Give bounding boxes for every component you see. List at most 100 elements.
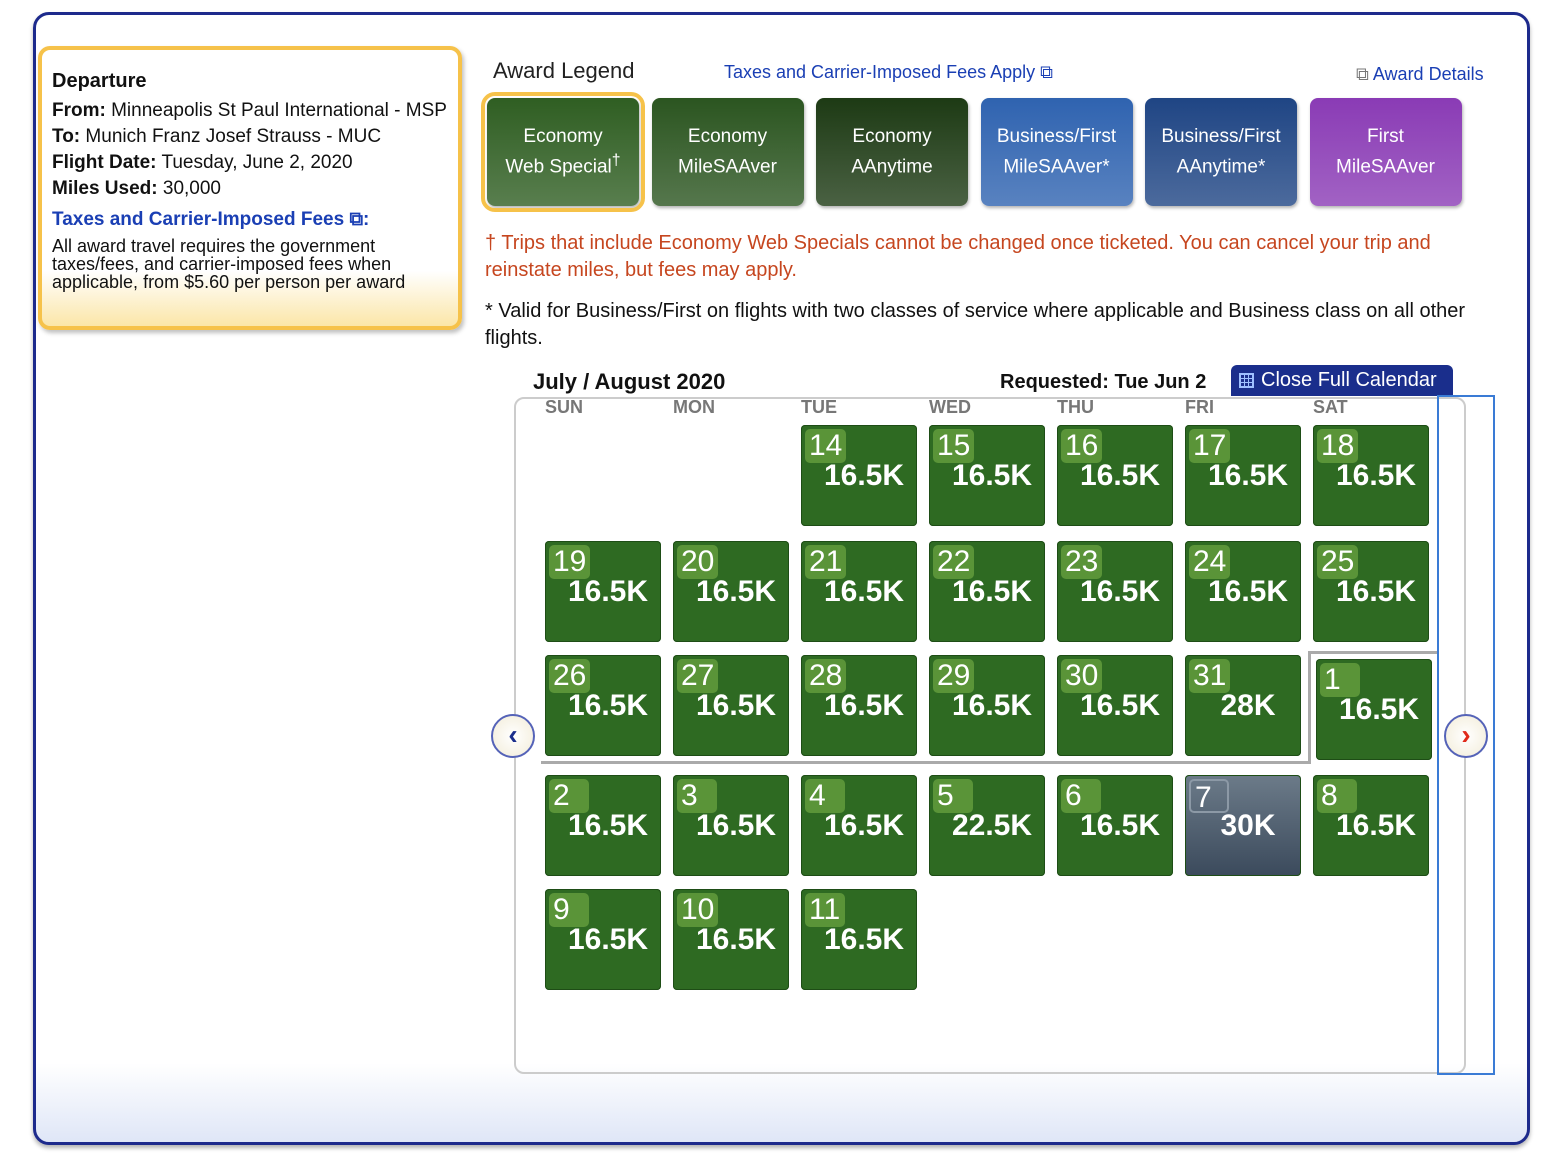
day-number: 5 bbox=[933, 779, 973, 813]
calendar-day-cell[interactable]: 15 16.5K bbox=[929, 425, 1045, 526]
chevron-left-icon[interactable]: ‹ bbox=[491, 714, 535, 758]
miles-price: 16.5K bbox=[951, 689, 1033, 722]
calendar-day-cell[interactable]: 29 16.5K bbox=[929, 655, 1045, 756]
chevron-right-icon[interactable]: › bbox=[1444, 714, 1488, 758]
calendar-day-cell[interactable]: 31 28K bbox=[1185, 655, 1301, 756]
miles-price: 16.5K bbox=[823, 575, 905, 608]
calendar-day-cell[interactable]: 16 16.5K bbox=[1057, 425, 1173, 526]
week-bracket bbox=[1308, 651, 1438, 764]
calendar-day-cell[interactable]: 20 16.5K bbox=[673, 541, 789, 642]
day-number: 23 bbox=[1061, 545, 1103, 579]
legend-line1: Economy bbox=[687, 125, 768, 147]
day-of-week: SUN bbox=[545, 397, 584, 417]
calendar-day-cell[interactable]: 22 16.5K bbox=[929, 541, 1045, 642]
day-of-week: TUE bbox=[801, 397, 837, 417]
miles-price: 16.5K bbox=[1079, 575, 1161, 608]
day-of-week: MON bbox=[673, 397, 715, 417]
day-number: 18 bbox=[1317, 429, 1359, 463]
legend-line2: AAnytime* bbox=[1176, 156, 1266, 178]
calendar-day-cell[interactable]: 17 16.5K bbox=[1185, 425, 1301, 526]
miles-price: 16.5K bbox=[823, 689, 905, 722]
miles-price: 16.5K bbox=[823, 923, 905, 956]
from-label: From: bbox=[52, 100, 106, 121]
legend-line1: Economy bbox=[852, 125, 932, 147]
calendar-day-cell[interactable]: 4 16.5K bbox=[801, 775, 917, 876]
taxes-fees-link[interactable]: Taxes and Carrier-Imposed Fees Apply ⧉ bbox=[724, 62, 1054, 82]
day-number: 25 bbox=[1317, 545, 1359, 579]
miles-price: 16.5K bbox=[823, 459, 905, 492]
award-details-link[interactable]: ⧉ Award Details bbox=[1356, 64, 1484, 84]
calendar-day-cell[interactable]: 18 16.5K bbox=[1313, 425, 1429, 526]
day-number: 20 bbox=[677, 545, 719, 579]
calendar-day-cell[interactable]: 1 16.5K bbox=[1316, 659, 1432, 760]
day-number: 31 bbox=[1189, 659, 1231, 693]
miles-price: 16.5K bbox=[1335, 459, 1417, 492]
day-number: 15 bbox=[933, 429, 975, 463]
miles-price: 28K bbox=[1220, 689, 1276, 722]
day-of-week: THU bbox=[1057, 397, 1094, 417]
day-number: 19 bbox=[549, 545, 591, 579]
day-number: 27 bbox=[677, 659, 719, 693]
legend-item[interactable]: First MileSAAver bbox=[1309, 98, 1462, 206]
day-number: 10 bbox=[677, 893, 719, 927]
web-special-note: † Trips that include Economy Web Special… bbox=[485, 232, 1431, 281]
miles-price: 30K bbox=[1220, 809, 1276, 842]
calendar-day-cell[interactable]: 8 16.5K bbox=[1313, 775, 1429, 876]
legend-item[interactable]: Economy MileSAAver bbox=[651, 98, 804, 206]
calendar-day-cell[interactable]: 19 16.5K bbox=[545, 541, 661, 642]
miles-price: 16.5K bbox=[1079, 809, 1161, 842]
day-number: 8 bbox=[1317, 779, 1357, 813]
calendar-day-cell[interactable]: 25 16.5K bbox=[1313, 541, 1429, 642]
legend-item[interactable]: Economy Web Special† bbox=[481, 92, 645, 212]
requested-date: Requested: Tue Jun 2 bbox=[1000, 371, 1207, 393]
calendar-day-cell[interactable]: 30 16.5K bbox=[1057, 655, 1173, 756]
miles-label: Miles Used: bbox=[52, 178, 158, 199]
legend-item[interactable]: Economy AAnytime bbox=[816, 98, 968, 206]
date-label: Flight Date: bbox=[52, 152, 157, 173]
calendar-day-cell[interactable]: 26 16.5K bbox=[545, 655, 661, 756]
miles-price: 16.5K bbox=[695, 689, 777, 722]
legend-item[interactable]: Business/First AAnytime* bbox=[1145, 98, 1297, 206]
calendar-day-cell[interactable]: 24 16.5K bbox=[1185, 541, 1301, 642]
day-number: 9 bbox=[549, 893, 589, 927]
miles-value: 30,000 bbox=[162, 178, 221, 199]
calendar-title: July / August 2020 bbox=[533, 369, 726, 394]
day-number: 14 bbox=[805, 429, 847, 463]
close-full-calendar-button[interactable]: Close Full Calendar bbox=[1231, 365, 1453, 396]
to-value: Munich Franz Josef Strauss - MUC bbox=[85, 126, 382, 147]
day-number: 26 bbox=[549, 659, 591, 693]
calendar-day-cell[interactable]: 9 16.5K bbox=[545, 889, 661, 990]
calendar-day-cell[interactable]: 11 16.5K bbox=[801, 889, 917, 990]
calendar-day-cell[interactable]: 6 16.5K bbox=[1057, 775, 1173, 876]
day-number: 2 bbox=[549, 779, 589, 813]
miles-price: 16.5K bbox=[823, 809, 905, 842]
calendar-day-cell[interactable]: 5 22.5K bbox=[929, 775, 1045, 876]
miles-price: 16.5K bbox=[695, 923, 777, 956]
day-number: 21 bbox=[805, 545, 847, 579]
calendar-day-cell[interactable]: 14 16.5K bbox=[801, 425, 917, 526]
external-link-icon: ⧉ bbox=[349, 209, 364, 230]
fees-note: All award travel requires the government… bbox=[52, 236, 406, 292]
calendar-day-cell[interactable]: 10 16.5K bbox=[673, 889, 789, 990]
from-value: Minneapolis St Paul International - MSP bbox=[111, 100, 447, 121]
miles-price: 16.5K bbox=[1207, 459, 1289, 492]
week-bracket bbox=[541, 761, 1311, 764]
calendar-day-cell[interactable]: 2 16.5K bbox=[545, 775, 661, 876]
miles-price: 16.5K bbox=[695, 575, 777, 608]
calendar-day-cell[interactable]: 3 16.5K bbox=[673, 775, 789, 876]
calendar-day-cell[interactable]: 7 30K bbox=[1185, 775, 1301, 876]
legend-line2: MileSAAver bbox=[1336, 156, 1435, 178]
calendar-day-cell[interactable]: 21 16.5K bbox=[801, 541, 917, 642]
calendar-day-cell[interactable]: 27 16.5K bbox=[673, 655, 789, 756]
legend-item[interactable]: Business/First MileSAAver* bbox=[980, 98, 1133, 206]
legend-line2: AAnytime bbox=[851, 156, 933, 178]
calendar-day-cell[interactable]: 23 16.5K bbox=[1057, 541, 1173, 642]
fees-link[interactable]: Taxes and Carrier-Imposed Fees bbox=[52, 209, 345, 230]
day-number: 17 bbox=[1189, 429, 1231, 463]
legend-line1: Business/First bbox=[1161, 125, 1281, 147]
miles-price: 22.5K bbox=[951, 809, 1033, 842]
miles-price: 16.5K bbox=[567, 575, 649, 608]
external-link-icon: ⧉ bbox=[1040, 62, 1054, 82]
calendar-day-cell[interactable]: 28 16.5K bbox=[801, 655, 917, 756]
day-of-week: SAT bbox=[1313, 397, 1348, 417]
